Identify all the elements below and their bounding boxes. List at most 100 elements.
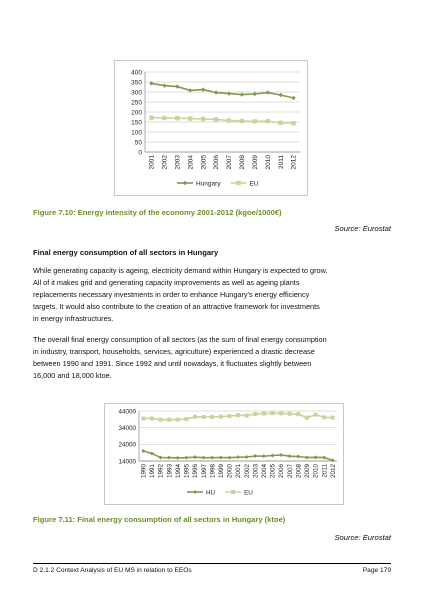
data-point-eu: [226, 118, 232, 123]
data-point-eu: [322, 415, 327, 420]
legend-marker: [236, 180, 241, 186]
data-point-hungary: [226, 91, 232, 96]
x-tick-label: 1990: [141, 464, 148, 479]
x-tick-label: 1995: [184, 464, 191, 479]
x-tick-label: 2004: [261, 464, 268, 479]
x-tick-label: 2008: [295, 464, 302, 479]
data-point-hungary: [162, 83, 167, 88]
figure-7-10-caption: Figure 7.10: Energy intensity of the eco…: [33, 208, 282, 217]
section-heading: Final energy consumption of all sectors …: [33, 248, 219, 257]
data-point-eu: [175, 417, 180, 422]
y-tick-label: 14000: [118, 458, 136, 465]
legend-marker: [231, 490, 236, 494]
data-point-hu: [296, 454, 301, 459]
data-point-eu: [218, 414, 223, 419]
data-point-eu: [175, 116, 180, 121]
figure-7-10-source: Source: Eurostat: [334, 224, 391, 233]
x-tick-label: 2011: [278, 155, 285, 169]
y-tick-label: 350: [131, 79, 142, 86]
data-point-hungary: [239, 92, 245, 97]
data-point-eu: [201, 415, 206, 419]
data-point-eu: [149, 115, 154, 120]
x-tick-label: 2007: [226, 155, 233, 170]
x-tick-label: 2001: [235, 464, 242, 479]
data-point-hu: [330, 458, 335, 463]
legend-marker: [182, 180, 188, 186]
data-point-eu: [141, 416, 146, 421]
data-point-hu: [175, 455, 180, 460]
data-point-hu: [192, 455, 197, 460]
data-point-eu: [291, 121, 296, 126]
data-point-eu: [236, 413, 240, 418]
y-tick-label: 24000: [118, 442, 136, 449]
x-tick-label: 2007: [287, 464, 294, 479]
x-tick-label: 1998: [209, 464, 216, 479]
data-point-hu: [270, 453, 275, 458]
x-tick-label: 2006: [213, 155, 220, 170]
x-tick-label: 2012: [291, 155, 298, 170]
data-point-eu: [261, 411, 266, 416]
data-point-hu: [227, 455, 232, 460]
x-tick-label: 1991: [149, 464, 156, 479]
data-point-eu: [244, 413, 249, 418]
y-tick-label: 34000: [118, 425, 136, 432]
x-tick-label: 2000: [227, 464, 234, 479]
data-point-hungary: [213, 90, 219, 95]
paragraph-2-line: The overall final energy consumption of …: [33, 335, 327, 344]
x-tick-label: 1996: [192, 464, 199, 479]
x-tick-label: 1997: [201, 464, 208, 479]
y-tick-label: 0: [138, 149, 142, 156]
x-tick-label: 2002: [162, 155, 169, 170]
data-point-hungary: [291, 95, 296, 101]
data-point-hungary: [149, 81, 154, 86]
data-point-hungary: [188, 88, 193, 93]
paragraph-1-line: While generating capacity is ageing, ele…: [33, 266, 328, 275]
final-energy-consumption-chart: 14000 24000 34000 44000 1990 1991 1992 1993 1994…: [104, 403, 344, 505]
data-point-eu: [200, 116, 206, 122]
legend-label: EU: [244, 489, 253, 496]
data-point-hu: [253, 454, 258, 458]
paragraph-1-line: replacements necessary investments in or…: [33, 290, 310, 300]
data-point-eu: [184, 417, 189, 421]
data-point-eu: [287, 411, 292, 416]
data-point-eu: [278, 120, 283, 125]
data-point-eu: [167, 417, 172, 422]
x-tick-label: 2003: [174, 155, 181, 170]
data-point-eu: [252, 119, 257, 124]
figure-7-11-caption: Figure 7.11: Final energy consumption of…: [33, 515, 286, 524]
x-tick-label: 2008: [239, 155, 246, 170]
paragraph-1: While generating capacity is ageing, ele…: [33, 265, 391, 325]
data-point-eu: [149, 416, 154, 421]
x-tick-label: 2009: [304, 464, 311, 479]
data-point-eu: [265, 119, 270, 124]
legend-label: Hungary: [196, 180, 221, 187]
data-point-hu: [167, 455, 172, 460]
chart-legend: HU EU: [187, 489, 253, 496]
x-tick-label: 2009: [252, 155, 259, 170]
data-point-hu: [313, 455, 318, 460]
data-point-hu: [279, 453, 284, 457]
x-tick-label: 1993: [166, 464, 173, 479]
figure-7-11-source: Source: Eurostat: [334, 533, 391, 542]
data-point-hungary: [278, 92, 283, 98]
energy-intensity-chart: 0 50 100 150 200 250 300 350 400 2001 2002 2003 2004…: [114, 60, 308, 196]
x-tick-label: 2005: [270, 464, 277, 479]
data-point-hungary: [252, 91, 257, 97]
x-tick-label: 1992: [158, 464, 165, 479]
x-tick-label: 2004: [187, 155, 194, 170]
data-point-hu: [184, 455, 189, 460]
series-line-eu: [151, 116, 294, 124]
data-point-hu: [322, 455, 327, 460]
y-tick-label: 50: [135, 139, 143, 146]
y-tick-label: 250: [131, 99, 142, 106]
data-point-eu: [192, 414, 197, 419]
paragraph-2-line: between 1990 and 1991. Since 1992 and un…: [33, 359, 312, 369]
data-point-eu: [158, 417, 163, 422]
data-point-eu: [239, 118, 245, 124]
paragraph-1-line: All of it makes grid and generating capa…: [33, 278, 300, 288]
data-point-hu: [287, 454, 292, 459]
y-tick-label: 150: [131, 119, 142, 126]
data-point-eu: [227, 414, 232, 418]
energy-intensity-chart-svg: 0 50 100 150 200 250 300 350 400 2001 2002 2003 2004…: [131, 69, 300, 187]
data-point-hu: [218, 455, 223, 460]
